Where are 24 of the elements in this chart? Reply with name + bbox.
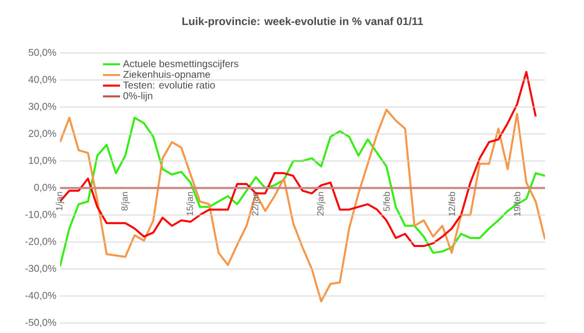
- legend-label: Ziekenhuis-opname: [123, 70, 210, 80]
- legend-label: Testen: evolutie ratio: [123, 81, 215, 89]
- y-tick-label: 10,0%: [29, 156, 56, 166]
- x-tick-label: 1/jan: [56, 192, 64, 210]
- y-tick-label: 30,0%: [28, 102, 56, 112]
- legend-label: 0%-lijn: [123, 92, 152, 102]
- y-tick-label: 20,0%: [28, 130, 56, 138]
- y-tick-label: -50,0%: [25, 318, 56, 328]
- x-tick-label: 19/feb: [514, 192, 520, 216]
- x-tick-label: 5/feb: [383, 192, 390, 212]
- x-tick-label: 15/jan: [186, 192, 195, 216]
- y-tick-label: -40,0%: [25, 292, 56, 300]
- y-tick-label: -20,0%: [25, 238, 56, 246]
- legend-label: Actuele besmettingscijfers: [123, 60, 238, 70]
- chart-title: Luik-provincie: week-evolutie in % vanaf 01/11: [182, 17, 423, 28]
- y-tick-label: -30,0%: [25, 264, 56, 274]
- y-tick-label: 0,0%: [34, 184, 56, 192]
- y-tick-label: 40,0%: [28, 76, 56, 84]
- x-tick-label: 12/feb: [448, 192, 456, 216]
- x-tick-label: 22/jan: [252, 192, 260, 216]
- y-tick-label: -10,0%: [25, 210, 56, 220]
- y-tick-label: 50,0%: [28, 48, 56, 58]
- x-tick-label: 29/jan: [316, 192, 326, 216]
- x-tick-label: 8/jan: [121, 192, 130, 211]
